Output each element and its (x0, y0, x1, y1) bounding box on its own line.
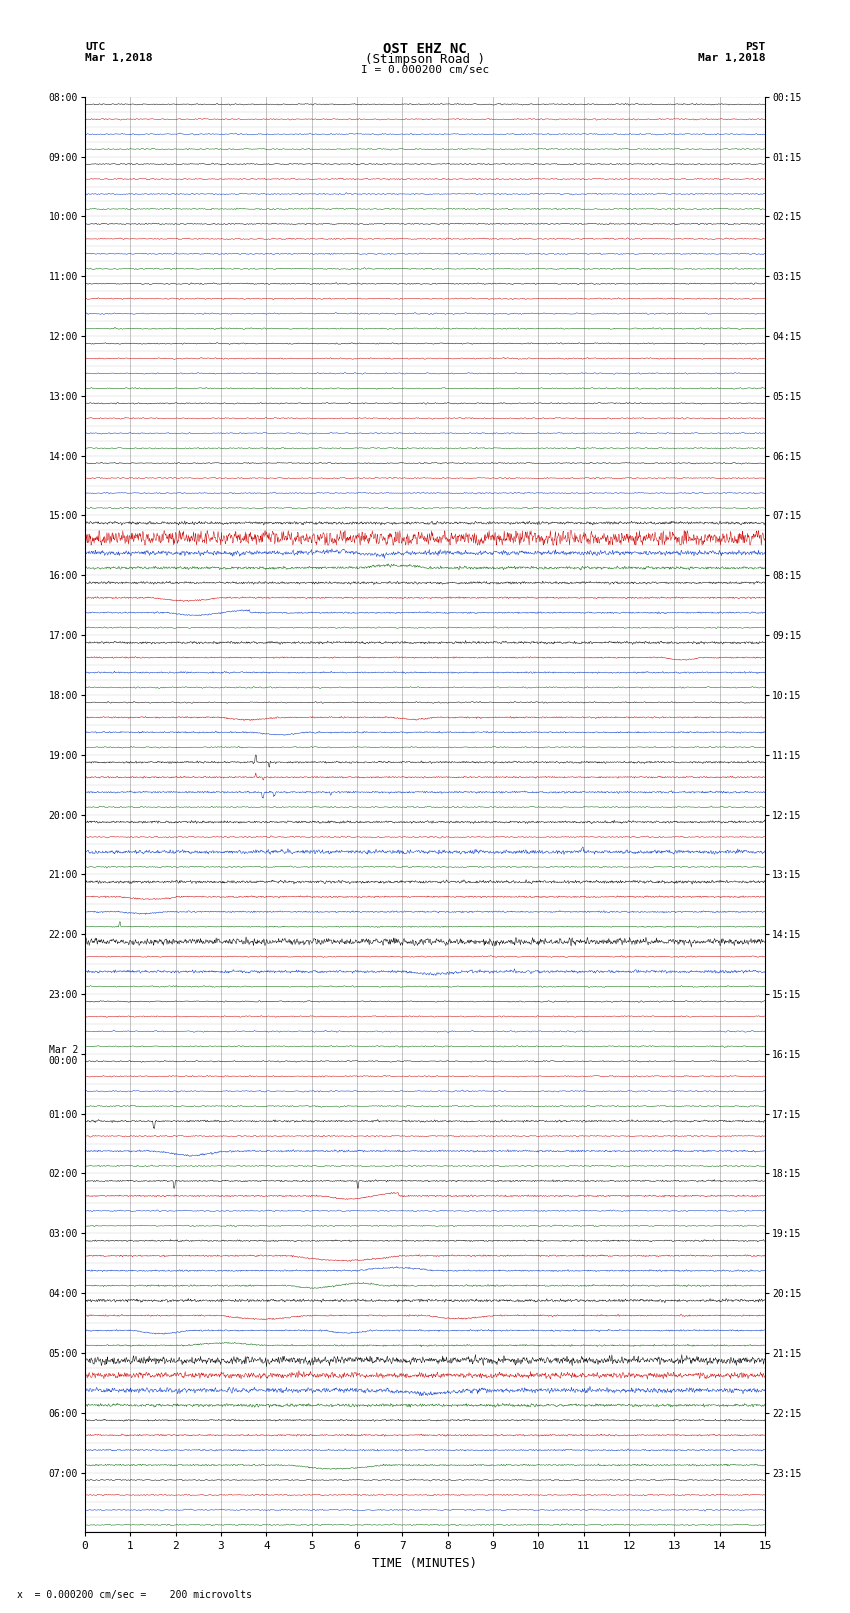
Text: UTC: UTC (85, 42, 105, 52)
Text: I = 0.000200 cm/sec: I = 0.000200 cm/sec (361, 65, 489, 74)
Text: x  = 0.000200 cm/sec =    200 microvolts: x = 0.000200 cm/sec = 200 microvolts (17, 1590, 252, 1600)
Text: PST: PST (745, 42, 765, 52)
Text: OST EHZ NC: OST EHZ NC (383, 42, 467, 56)
Text: (Stimpson Road ): (Stimpson Road ) (365, 53, 485, 66)
Text: Mar 1,2018: Mar 1,2018 (85, 53, 152, 63)
Text: Mar 1,2018: Mar 1,2018 (698, 53, 765, 63)
X-axis label: TIME (MINUTES): TIME (MINUTES) (372, 1557, 478, 1569)
